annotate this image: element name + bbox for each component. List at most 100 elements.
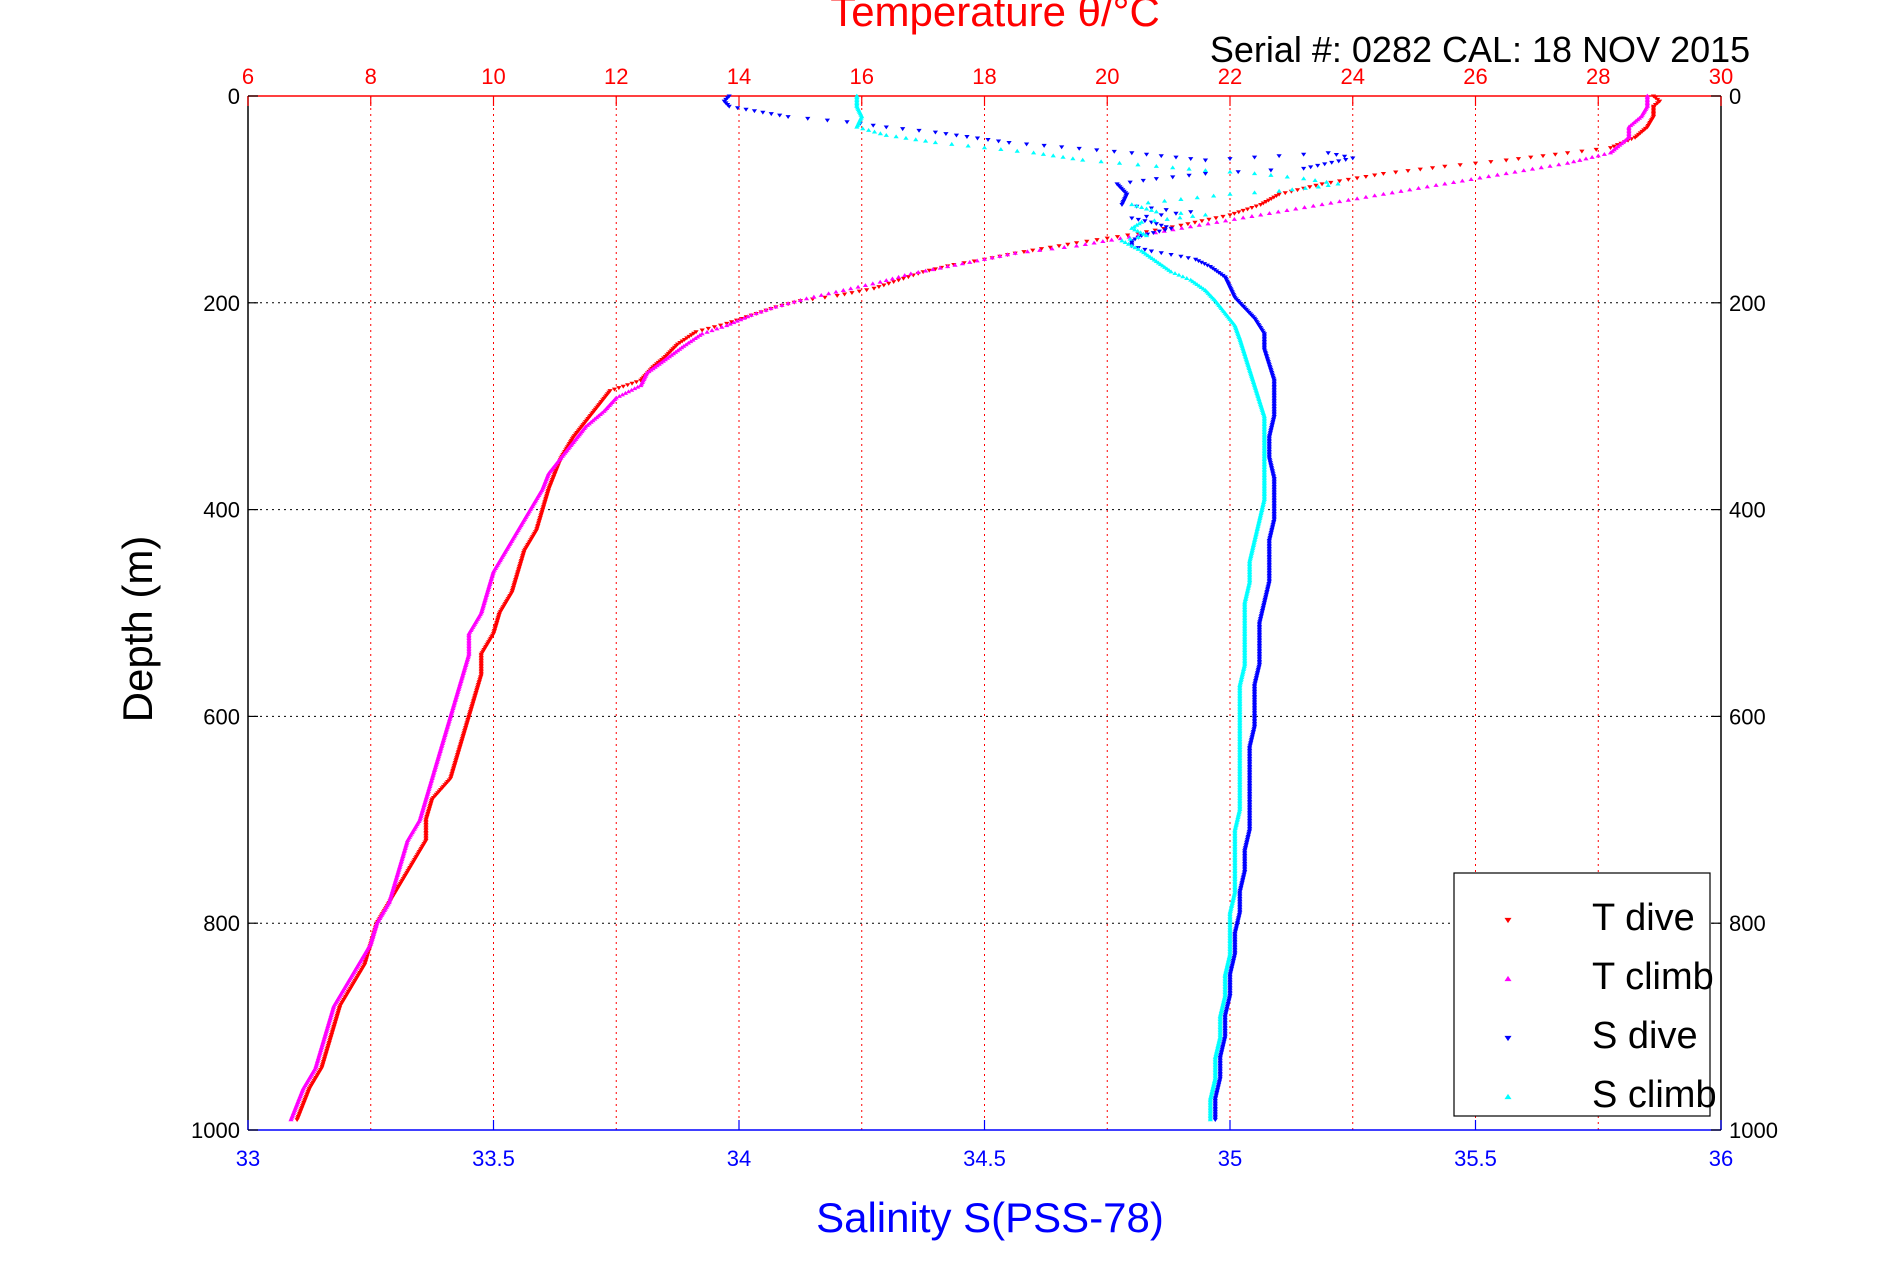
data-point (1234, 816, 1241, 821)
data-point (1442, 181, 1448, 186)
data-point (1084, 239, 1090, 244)
data-point (1380, 191, 1387, 196)
data-point (699, 331, 705, 336)
data-point (1289, 187, 1295, 192)
data-point (989, 255, 995, 260)
data-point (1073, 241, 1080, 246)
data-point (1012, 250, 1018, 255)
data-point (1564, 151, 1571, 156)
data-point (1571, 159, 1577, 164)
data-point (1142, 219, 1148, 224)
data-point (705, 326, 711, 331)
data-point (1219, 1005, 1225, 1010)
data-point (1040, 151, 1047, 156)
data-point (1213, 1050, 1220, 1055)
data-point (729, 320, 735, 325)
data-point (1261, 500, 1267, 505)
data-point (1119, 203, 1125, 207)
data-point (834, 294, 840, 298)
data-point (1325, 183, 1331, 188)
data-point (1202, 168, 1209, 173)
data-point (1173, 211, 1179, 216)
data-point (738, 317, 744, 322)
data-point (1158, 213, 1164, 218)
data-point (745, 314, 751, 319)
legend-box (1453, 872, 1711, 1117)
data-point (1202, 212, 1209, 217)
data-point (1468, 177, 1474, 182)
data-point (1132, 245, 1138, 250)
data-point (1153, 163, 1159, 168)
data-point (1047, 245, 1053, 250)
data-point (1140, 231, 1147, 236)
data-point (633, 380, 640, 385)
data-point (1268, 172, 1274, 177)
data-point (1163, 225, 1169, 230)
data-point (855, 284, 861, 289)
data-point (1109, 237, 1115, 242)
data-point (805, 116, 811, 121)
data-point (915, 270, 921, 274)
data-point (635, 384, 641, 389)
data-point (1227, 157, 1233, 162)
data-point (1231, 217, 1237, 221)
data-point (1176, 272, 1182, 277)
data-point (1031, 150, 1037, 155)
data-point (826, 291, 832, 296)
data-point (1243, 593, 1249, 598)
data-point (1134, 222, 1140, 227)
data-point (881, 283, 887, 288)
data-point (932, 140, 938, 145)
data-point (856, 289, 862, 294)
top-axis-tick-label: 20 (1095, 64, 1119, 89)
data-point (971, 259, 977, 264)
data-point (1250, 546, 1256, 551)
data-point (1038, 247, 1045, 252)
data-point (1129, 202, 1135, 207)
data-point (1136, 221, 1142, 226)
data-point (1229, 900, 1235, 905)
data-point (1239, 671, 1246, 676)
data-point (965, 143, 971, 148)
data-point (1294, 188, 1301, 193)
right-axis-tick-label: 400 (1729, 498, 1766, 523)
data-point (1184, 276, 1190, 280)
data-point (1433, 183, 1439, 187)
data-point (1238, 676, 1244, 681)
data-point (1158, 251, 1164, 256)
data-point (908, 271, 914, 276)
data-point (1132, 227, 1138, 232)
data-point (1220, 214, 1226, 219)
data-point (1240, 670, 1246, 675)
data-point (1282, 191, 1288, 196)
data-point (1249, 547, 1255, 552)
data-point (1248, 551, 1255, 555)
data-point (1023, 142, 1030, 147)
data-point (1244, 589, 1250, 594)
data-point (886, 281, 892, 286)
data-point (1223, 969, 1229, 974)
data-point (895, 278, 902, 283)
right-axis-tick-label: 600 (1729, 704, 1766, 729)
data-point (1319, 202, 1325, 207)
data-point (1162, 228, 1168, 233)
data-point (1061, 245, 1067, 249)
data-point (1238, 678, 1244, 683)
data-point (1257, 512, 1264, 517)
top-axis-tick-label: 8 (365, 64, 377, 89)
data-point (1144, 232, 1151, 237)
data-point (1244, 207, 1251, 212)
top-axis-tick-label: 26 (1463, 64, 1487, 89)
data-point (1056, 244, 1062, 249)
data-point (1343, 157, 1349, 162)
legend-label: T climb (1592, 956, 1714, 998)
data-point (1059, 145, 1065, 150)
data-point (1215, 1044, 1221, 1049)
data-point (1151, 218, 1157, 223)
data-point (900, 127, 906, 132)
data-point (841, 292, 848, 297)
data-point (743, 107, 749, 112)
data-point (893, 134, 899, 139)
data-point (1325, 151, 1331, 156)
data-point (1161, 198, 1168, 203)
